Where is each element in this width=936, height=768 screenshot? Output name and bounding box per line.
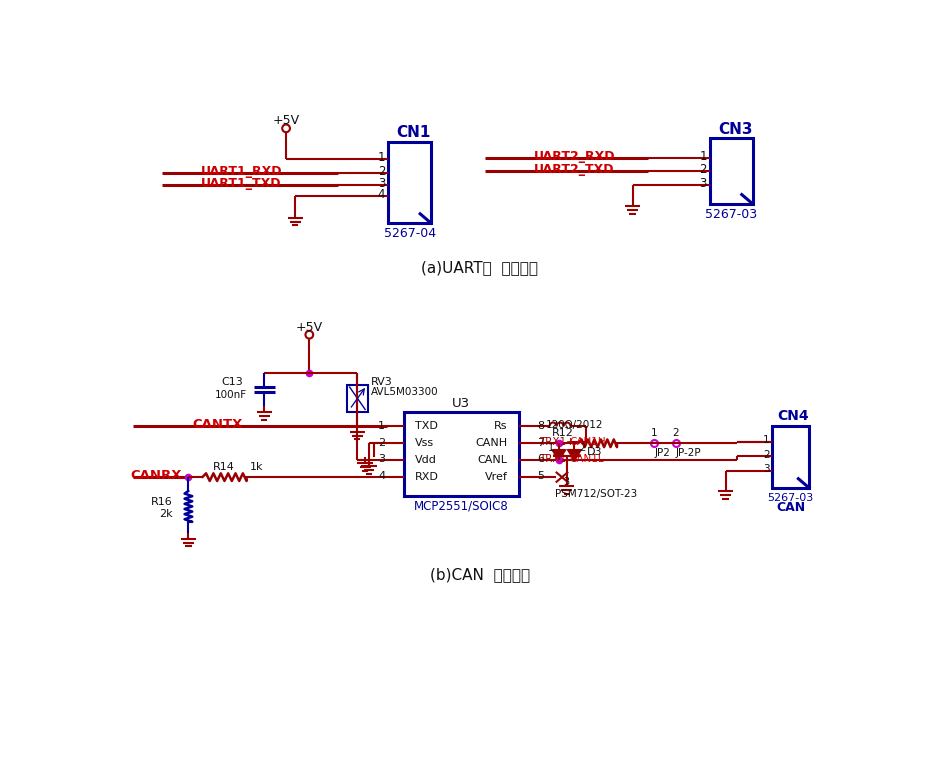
Text: 3: 3 — [762, 465, 768, 475]
Text: (a)UART의  통신포트: (a)UART의 통신포트 — [421, 260, 538, 275]
Polygon shape — [567, 450, 580, 460]
Text: 5: 5 — [536, 472, 544, 482]
Text: 1: 1 — [698, 150, 706, 163]
Text: AVL5M03300: AVL5M03300 — [371, 388, 438, 398]
Text: R12: R12 — [551, 429, 573, 439]
Text: CANL: CANL — [477, 455, 507, 465]
Text: Vref: Vref — [484, 472, 507, 482]
Text: JP2: JP2 — [653, 449, 669, 458]
Text: 2: 2 — [377, 165, 385, 178]
Text: CN4: CN4 — [776, 409, 808, 423]
Text: UART2_RXD: UART2_RXD — [534, 150, 614, 163]
Text: 7: 7 — [536, 438, 544, 448]
Text: +5V: +5V — [296, 320, 323, 333]
Text: Vdd: Vdd — [415, 455, 436, 465]
Text: 3: 3 — [699, 177, 706, 190]
Text: 1: 1 — [377, 151, 385, 164]
Bar — [403, 412, 518, 495]
Text: 5267-04: 5267-04 — [383, 227, 435, 240]
Text: 3: 3 — [378, 455, 385, 465]
Bar — [388, 142, 431, 223]
Text: PSM712/SOT-23: PSM712/SOT-23 — [554, 489, 636, 499]
Text: CANRX: CANRX — [130, 469, 182, 482]
Text: TRX1-: TRX1- — [538, 454, 569, 464]
Text: 8: 8 — [536, 421, 544, 431]
Text: CANTX: CANTX — [193, 419, 242, 432]
Text: Vss: Vss — [415, 439, 433, 449]
Text: C13: C13 — [221, 377, 242, 387]
Text: RV3: RV3 — [371, 377, 393, 387]
Text: 4: 4 — [378, 472, 385, 482]
Text: 1: 1 — [762, 435, 768, 445]
Text: R16: R16 — [151, 497, 173, 507]
Text: CAN1H: CAN1H — [569, 437, 606, 447]
Text: (b)CAN  통신포트: (b)CAN 통신포트 — [430, 567, 530, 581]
Text: D3: D3 — [586, 447, 602, 457]
Text: 5267-03: 5267-03 — [767, 493, 812, 503]
Text: +5V: +5V — [272, 114, 300, 127]
Text: 4: 4 — [377, 188, 385, 201]
Text: TRX1+: TRX1+ — [538, 437, 574, 447]
Text: 120Ω/2012: 120Ω/2012 — [545, 420, 603, 430]
Text: CN3: CN3 — [717, 121, 752, 137]
Text: 1: 1 — [548, 443, 553, 453]
Text: UART1_TXD: UART1_TXD — [200, 177, 281, 190]
Text: 3: 3 — [377, 177, 385, 190]
Text: TXD: TXD — [415, 422, 437, 432]
Text: 6: 6 — [536, 455, 544, 465]
Bar — [709, 138, 752, 204]
Text: CN1: CN1 — [396, 125, 431, 141]
Text: CAN1L: CAN1L — [569, 454, 604, 464]
Text: 2k: 2k — [159, 509, 173, 519]
Text: RXD: RXD — [415, 472, 438, 482]
Bar — [346, 385, 368, 412]
Polygon shape — [552, 450, 564, 460]
Text: CANH: CANH — [475, 439, 507, 449]
Text: 2: 2 — [378, 438, 385, 448]
Text: 5267-03: 5267-03 — [705, 208, 756, 221]
Text: U3: U3 — [452, 397, 470, 410]
Text: 1: 1 — [378, 421, 385, 431]
Text: UART2_TXD: UART2_TXD — [534, 164, 614, 177]
Text: UART1_RXD: UART1_RXD — [200, 165, 282, 178]
Text: R14: R14 — [212, 462, 235, 472]
Text: MCP2551/SOIC8: MCP2551/SOIC8 — [414, 500, 508, 513]
Text: 100nF: 100nF — [215, 390, 247, 400]
Text: 1k: 1k — [250, 462, 263, 472]
Text: CAN: CAN — [775, 501, 804, 514]
Text: 1: 1 — [651, 429, 657, 439]
Text: Rs: Rs — [493, 422, 507, 432]
Text: 2: 2 — [672, 429, 679, 439]
Text: JP-2P: JP-2P — [675, 449, 701, 458]
Bar — [771, 426, 809, 488]
Text: 2: 2 — [762, 450, 768, 460]
Text: 3: 3 — [563, 477, 569, 487]
Text: 2: 2 — [698, 164, 706, 177]
Text: 2: 2 — [578, 443, 585, 453]
